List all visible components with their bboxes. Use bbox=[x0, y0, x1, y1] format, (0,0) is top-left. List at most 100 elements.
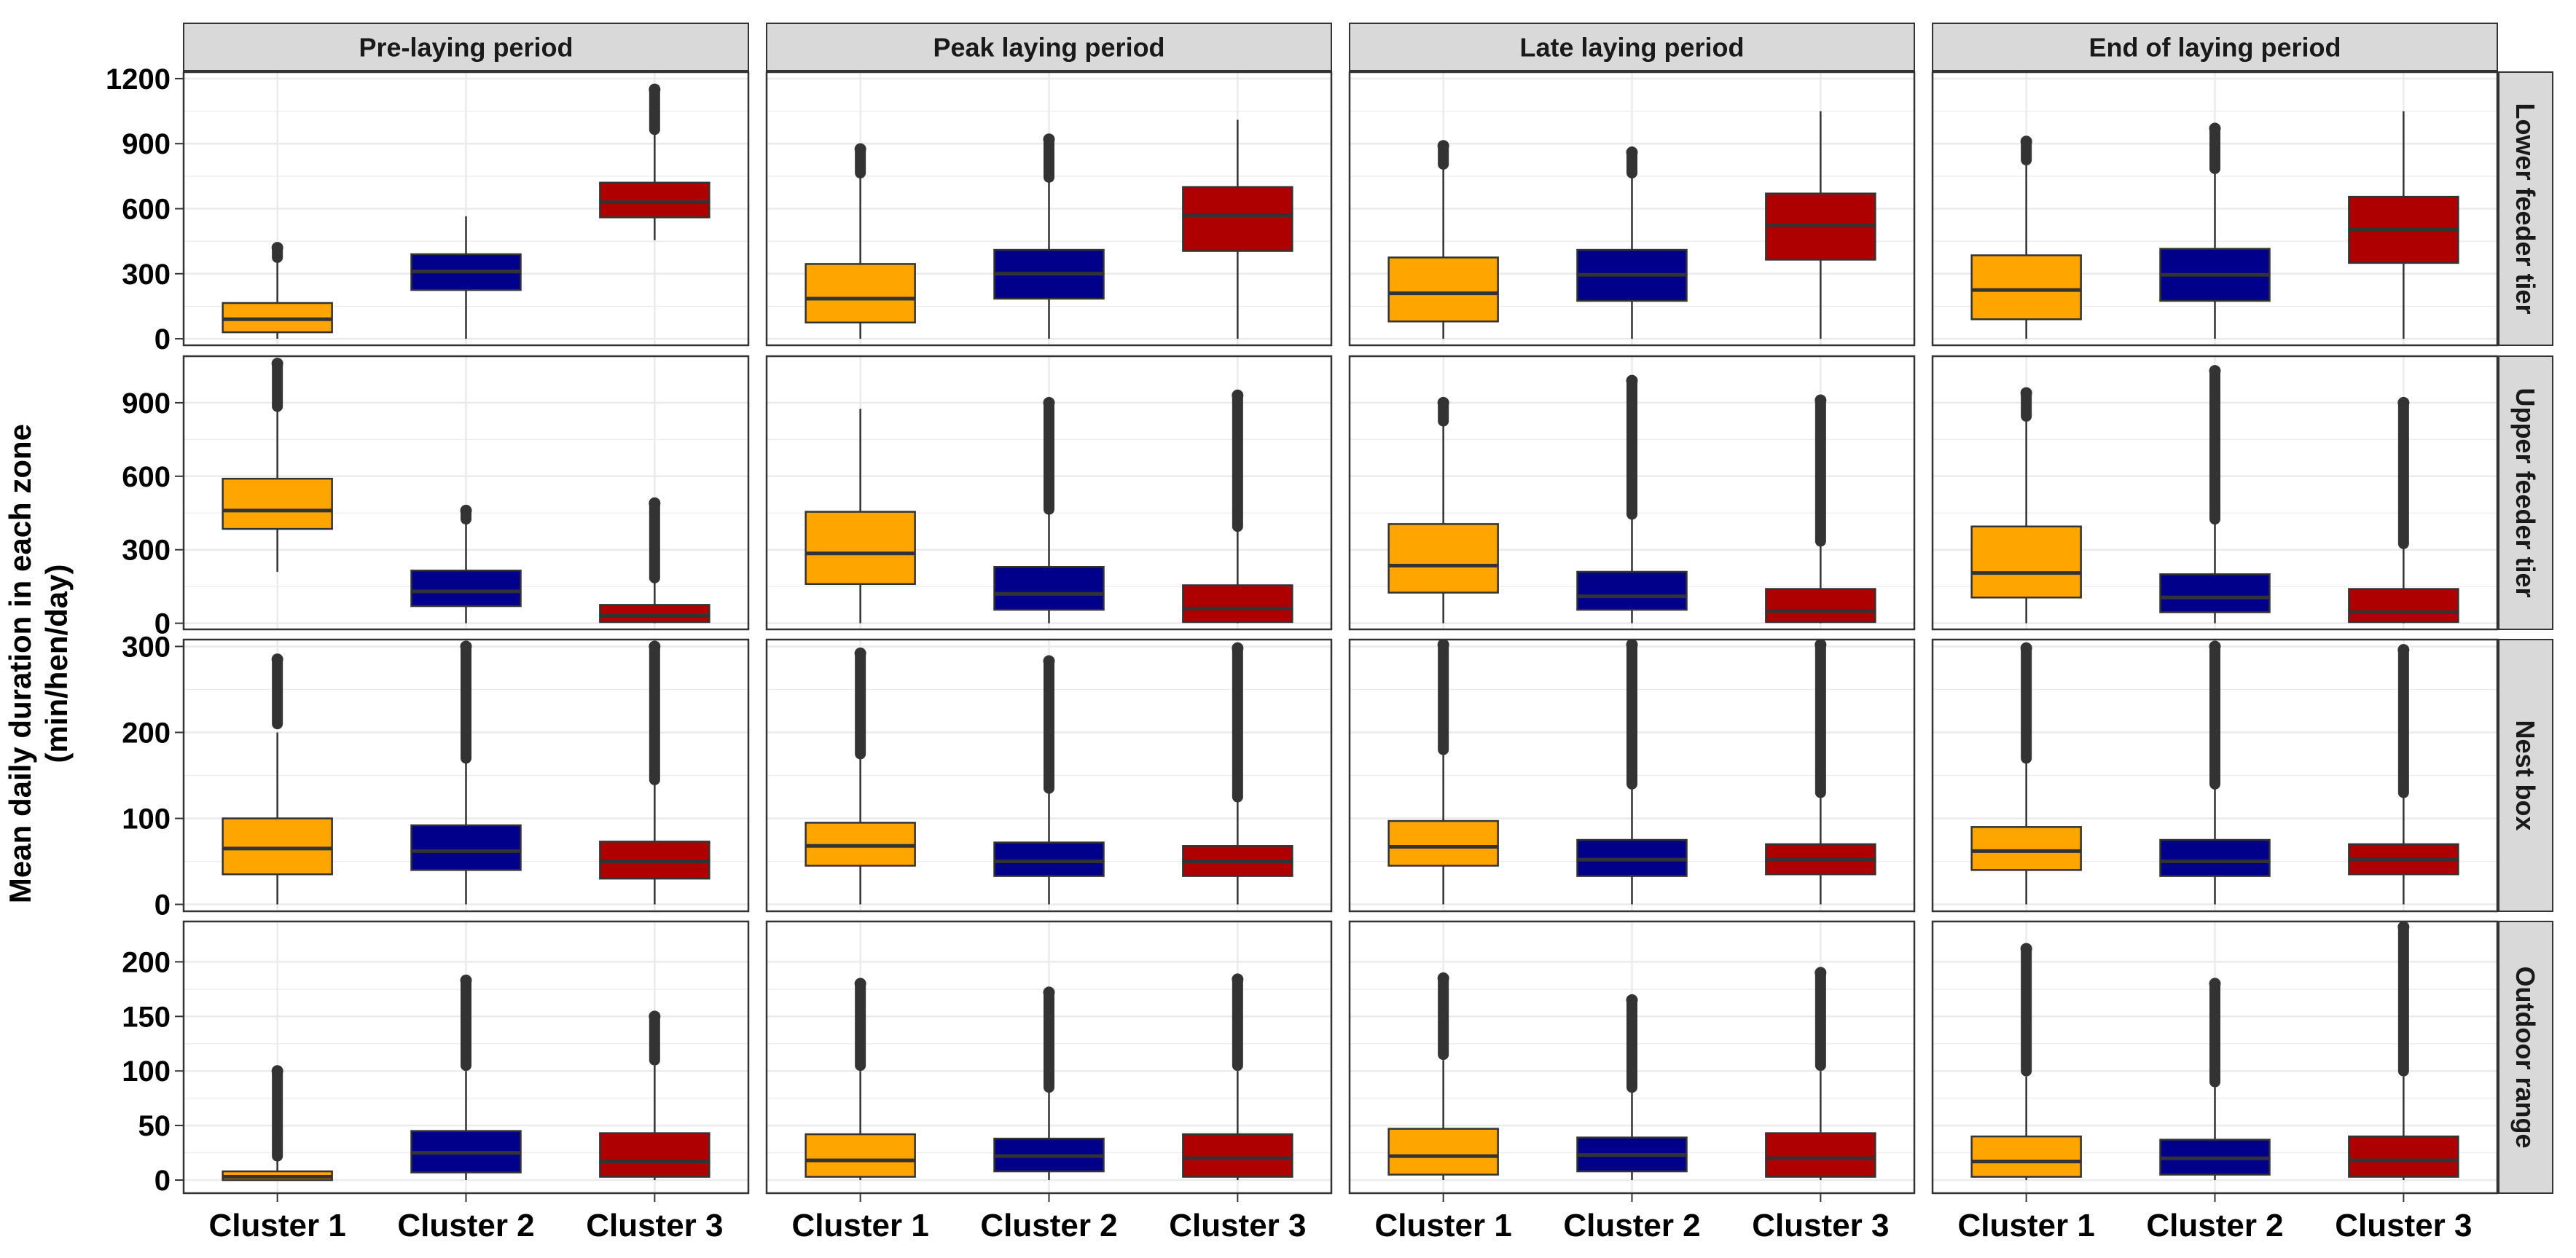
outlier-point-max bbox=[649, 497, 661, 509]
outlier-point-max bbox=[649, 1010, 661, 1023]
y-tick-label: 150 bbox=[122, 1001, 171, 1033]
outlier-point-max bbox=[854, 143, 866, 155]
panel-border-nest-box-peak-laying-period bbox=[765, 638, 1333, 913]
facet-label-pre-laying-period: Pre-laying period bbox=[359, 33, 573, 63]
box-nest-box-late-laying-period-cluster-1 bbox=[1387, 819, 1499, 867]
box-nest-box-end-of-laying-period-cluster-2 bbox=[2159, 838, 2271, 877]
box-lower-feeder-tier-late-laying-period-cluster-1 bbox=[1387, 256, 1499, 323]
outlier-point-max bbox=[2397, 644, 2410, 656]
y-tick-label: 300 bbox=[122, 631, 171, 663]
y-tick-label: 1200 bbox=[106, 63, 171, 95]
box-outdoor-range-end-of-laying-period-cluster-1 bbox=[1970, 1135, 2082, 1178]
box-upper-feeder-tier-pre-laying-period-cluster-3 bbox=[599, 604, 710, 624]
row-strip-upper-feeder-tier bbox=[2498, 355, 2553, 630]
x-tick-label: Cluster 2 bbox=[1563, 1208, 1700, 1243]
panel-border-nest-box-late-laying-period bbox=[1348, 638, 1916, 913]
outlier-point-max bbox=[2397, 921, 2410, 933]
panel-border-lower-feeder-tier-peak-laying-period bbox=[765, 71, 1333, 347]
x-tick-label: Cluster 1 bbox=[1375, 1208, 1512, 1243]
y-tick-label: 200 bbox=[122, 946, 171, 978]
y-tick-label: 0 bbox=[154, 1165, 171, 1197]
box-outdoor-range-late-laying-period-cluster-3 bbox=[1765, 1132, 1876, 1178]
outlier-point-max bbox=[2209, 978, 2221, 990]
box-upper-feeder-tier-end-of-laying-period-cluster-1 bbox=[1970, 525, 2082, 599]
row-label-nest-box: Nest box bbox=[2510, 720, 2540, 830]
panel-border-nest-box-pre-laying-period bbox=[182, 638, 750, 913]
outlier-point-max bbox=[2020, 135, 2032, 148]
box-upper-feeder-tier-peak-laying-period-cluster-1 bbox=[804, 511, 916, 586]
outlier-point-max bbox=[1043, 986, 1055, 999]
y-axis-label-line1: Mean daily duration in each zone bbox=[3, 424, 37, 903]
outlier-point-max bbox=[1626, 994, 1638, 1006]
x-tick-label: Cluster 1 bbox=[1958, 1208, 2095, 1243]
outlier-point-max bbox=[1626, 639, 1638, 651]
outlier-point-max bbox=[2020, 387, 2032, 399]
outlier-point-max bbox=[1626, 374, 1638, 387]
y-tick-label: 900 bbox=[122, 128, 171, 160]
outlier-point-max bbox=[1814, 639, 1827, 651]
box-upper-feeder-tier-peak-laying-period-cluster-2 bbox=[993, 565, 1105, 611]
box-outdoor-range-late-laying-period-cluster-1 bbox=[1387, 1128, 1499, 1176]
outlier-point-max bbox=[2020, 642, 2032, 654]
box-nest-box-pre-laying-period-cluster-1 bbox=[222, 817, 333, 876]
box-upper-feeder-tier-end-of-laying-period-cluster-3 bbox=[2348, 588, 2459, 624]
x-tick-label: Cluster 2 bbox=[397, 1208, 534, 1243]
y-tick-label: 0 bbox=[154, 889, 171, 921]
panel-border-lower-feeder-tier-late-laying-period bbox=[1348, 71, 1916, 347]
box-nest-box-pre-laying-period-cluster-2 bbox=[410, 824, 522, 871]
x-tick-label: Cluster 1 bbox=[792, 1208, 929, 1243]
panel-border-nest-box-end-of-laying-period bbox=[1931, 638, 2499, 913]
facet-label-end-of-laying-period: End of laying period bbox=[2088, 33, 2341, 63]
outlier-point-max bbox=[271, 1065, 283, 1077]
outlier-point-max bbox=[854, 647, 866, 659]
outlier-point-max bbox=[271, 358, 283, 370]
row-strip-nest-box bbox=[2498, 639, 2553, 912]
panel-border-upper-feeder-tier-late-laying-period bbox=[1348, 355, 1916, 631]
y-axis-label-line2: (min/hen/day) bbox=[39, 564, 74, 763]
facet-strip-peak-laying-period bbox=[766, 23, 1332, 71]
box-outdoor-range-peak-laying-period-cluster-3 bbox=[1182, 1133, 1293, 1178]
outlier-point-max bbox=[1043, 396, 1055, 409]
box-upper-feeder-tier-peak-laying-period-cluster-3 bbox=[1182, 584, 1293, 624]
x-tick-label: Cluster 3 bbox=[2335, 1208, 2472, 1243]
outlier-point-max bbox=[1043, 133, 1055, 146]
y-tick-label: 200 bbox=[122, 717, 171, 749]
box-nest-box-peak-laying-period-cluster-2 bbox=[993, 841, 1105, 877]
row-label-upper-feeder-tier: Upper feeder tier bbox=[2510, 388, 2540, 597]
outlier-point-max bbox=[271, 653, 283, 666]
box-lower-feeder-tier-peak-laying-period-cluster-3 bbox=[1182, 186, 1293, 252]
panel-border-lower-feeder-tier-end-of-laying-period bbox=[1931, 71, 2499, 347]
box-upper-feeder-tier-end-of-laying-period-cluster-2 bbox=[2159, 573, 2271, 613]
y-tick-label: 600 bbox=[122, 194, 171, 226]
x-tick-label: Cluster 1 bbox=[209, 1208, 346, 1243]
x-tick-label: Cluster 3 bbox=[1169, 1208, 1306, 1243]
facet-label-late-laying-period: Late laying period bbox=[1519, 33, 1744, 63]
panel-border-upper-feeder-tier-pre-laying-period bbox=[182, 355, 750, 631]
box-upper-feeder-tier-late-laying-period-cluster-1 bbox=[1387, 523, 1499, 594]
y-tick-label: 100 bbox=[122, 803, 171, 836]
row-strip-lower-feeder-tier bbox=[2498, 71, 2553, 346]
box-lower-feeder-tier-end-of-laying-period-cluster-1 bbox=[1970, 254, 2082, 321]
outlier-point-max bbox=[1043, 655, 1055, 667]
y-tick-label: 900 bbox=[122, 388, 171, 420]
box-lower-feeder-tier-pre-laying-period-cluster-3 bbox=[599, 181, 710, 219]
box-upper-feeder-tier-late-laying-period-cluster-2 bbox=[1576, 570, 1688, 611]
box-outdoor-range-pre-laying-period-cluster-3 bbox=[599, 1132, 710, 1178]
outlier-point-max bbox=[1814, 394, 1827, 406]
outlier-point-max bbox=[1626, 146, 1638, 159]
outlier-point-max bbox=[460, 974, 472, 986]
x-tick-label: Cluster 2 bbox=[2146, 1208, 2283, 1243]
outlier-point-max bbox=[460, 504, 472, 516]
box-upper-feeder-tier-late-laying-period-cluster-3 bbox=[1765, 588, 1876, 624]
panel-border-lower-feeder-tier-pre-laying-period bbox=[182, 71, 750, 347]
outlier-point-max bbox=[2020, 943, 2032, 955]
outlier-point-max bbox=[649, 83, 661, 95]
box-upper-feeder-tier-pre-laying-period-cluster-1 bbox=[222, 477, 333, 530]
outlier-point-max bbox=[1437, 140, 1449, 152]
y-tick-label: 100 bbox=[122, 1055, 171, 1088]
outlier-point-max bbox=[460, 640, 472, 653]
outlier-point-max bbox=[1437, 396, 1449, 409]
facet-strip-pre-laying-period bbox=[183, 23, 749, 71]
panel-border-upper-feeder-tier-peak-laying-period bbox=[765, 355, 1333, 631]
